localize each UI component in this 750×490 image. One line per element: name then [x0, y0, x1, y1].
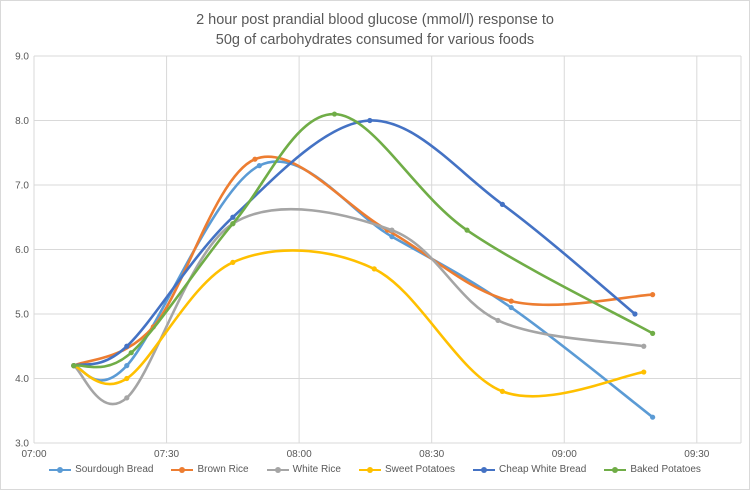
data-point	[252, 156, 258, 162]
data-point	[230, 214, 236, 220]
chart-title: 2 hour post prandial blood glucose (mmol…	[1, 10, 749, 50]
data-point	[650, 414, 656, 420]
data-point	[499, 388, 505, 394]
y-tick-label: 4.0	[15, 374, 29, 385]
x-tick-label: 08:00	[287, 449, 312, 460]
data-point	[495, 317, 501, 324]
legend-item: Cheap White Bread	[473, 464, 586, 475]
y-tick-label: 9.0	[15, 52, 29, 63]
data-point	[128, 350, 134, 356]
data-point	[124, 363, 130, 369]
y-tick-label: 8.0	[15, 116, 29, 127]
y-tick-label: 7.0	[15, 181, 29, 192]
x-tick-label: 09:30	[684, 449, 709, 460]
legend-item: Sweet Potatoes	[358, 464, 456, 475]
data-point	[371, 266, 377, 272]
legend-swatch	[604, 465, 627, 475]
data-point	[71, 363, 77, 369]
y-tick-label: 6.0	[15, 245, 29, 256]
x-tick-label: 07:00	[21, 449, 46, 460]
x-tick-label: 08:30	[419, 449, 444, 460]
data-point	[508, 304, 514, 311]
legend-swatch	[266, 465, 289, 475]
series-line	[72, 119, 637, 367]
legend-swatch	[171, 465, 194, 475]
data-point	[230, 221, 236, 227]
data-point	[230, 259, 236, 265]
series-sourdough-bread	[71, 160, 656, 420]
legend: Sourdough Bread Brown Rice White Rice Sweet…	[1, 464, 749, 475]
data-point	[650, 330, 656, 336]
data-point	[256, 163, 262, 169]
data-point	[331, 111, 338, 117]
y-tick-label: 3.0	[15, 439, 29, 450]
series-baked-potatoes	[71, 111, 656, 369]
series-line	[72, 155, 654, 367]
data-point	[650, 292, 656, 298]
legend-swatch	[473, 465, 496, 475]
data-point	[124, 343, 130, 349]
legend-item: White Rice	[266, 464, 341, 475]
series-line	[72, 249, 646, 398]
series-white-rice	[71, 207, 647, 406]
legend-item: Baked Potatoes	[604, 464, 701, 475]
data-point	[464, 227, 470, 233]
chart-title-line-2: 50g of carbohydrates consumed for variou…	[215, 32, 535, 48]
legend-item: Brown Rice	[171, 464, 249, 475]
legend-label: Brown Rice	[197, 464, 249, 475]
data-point	[389, 234, 395, 240]
data-point	[641, 343, 647, 349]
data-point	[641, 369, 647, 375]
legend-label: Sourdough Bread	[75, 464, 154, 475]
x-tick-label: 09:00	[552, 449, 577, 460]
data-point	[632, 311, 638, 317]
legend-label: White Rice	[292, 464, 341, 475]
legend-item: Sourdough Bread	[49, 464, 153, 475]
data-point	[499, 201, 505, 207]
series-cheap-white-bread	[71, 117, 638, 369]
data-point	[124, 395, 130, 401]
y-tick-label: 5.0	[15, 310, 29, 321]
legend-label: Baked Potatoes	[630, 464, 701, 475]
legend-label: Cheap White Bread	[499, 464, 587, 475]
data-point	[508, 298, 514, 304]
series-line	[72, 112, 654, 369]
data-point	[389, 227, 395, 233]
legend-swatch	[49, 465, 72, 475]
data-point	[124, 375, 130, 382]
data-point	[367, 117, 373, 124]
x-tick-label: 07:30	[154, 449, 179, 460]
legend-swatch	[358, 465, 381, 475]
legend-label: Sweet Potatoes	[384, 464, 456, 475]
chart-title-line-1: 2 hour post prandial blood glucose (mmol…	[196, 12, 554, 28]
